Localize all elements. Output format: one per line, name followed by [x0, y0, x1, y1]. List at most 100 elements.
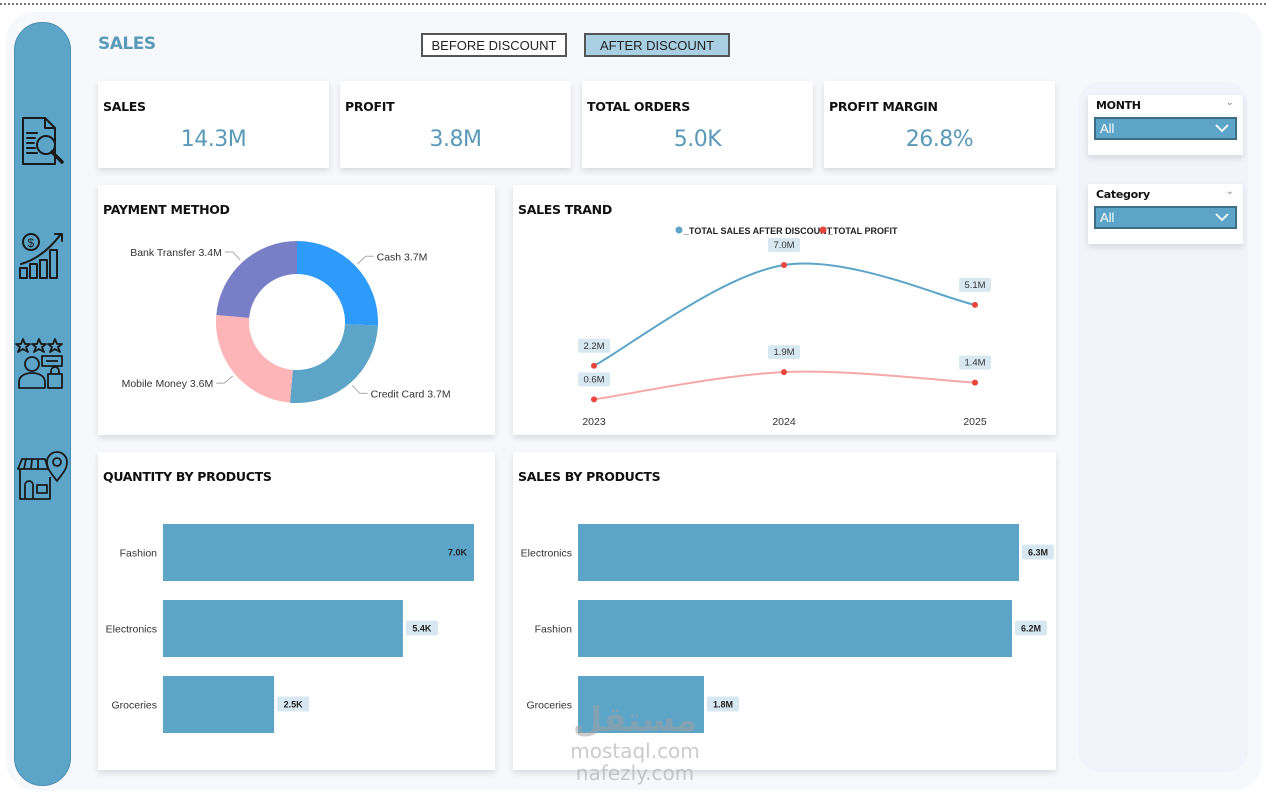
panel-title: PAYMENT METHOD	[103, 202, 230, 217]
data-label-bg	[707, 696, 739, 712]
data-point[interactable]	[781, 262, 787, 268]
chart-legend: _TOTAL SALES AFTER DISCOUNT_TOTAL PROFIT	[675, 226, 898, 236]
profit-series-line	[593, 370, 976, 401]
kpi-card-profit-margin: PROFIT MARGIN 26.8%	[824, 81, 1055, 168]
data-label: 6.2M	[1021, 624, 1041, 634]
category-label: Fashion	[120, 548, 158, 560]
payment-method-panel: PAYMENT METHOD Cash 3.7M Credit Card 3.7M…	[98, 185, 495, 435]
data-label-bg	[578, 372, 610, 387]
category-label: Groceries	[111, 700, 157, 712]
data-label: 0.6M	[583, 374, 604, 385]
legend-label-sales: _TOTAL SALES AFTER DISCOUNT	[683, 226, 833, 236]
sales-by-products-panel: SALES BY PRODUCTS Electronics 6.3M Fashion…	[513, 452, 1056, 770]
month-dropdown-value: All	[1100, 121, 1115, 136]
sidebar-item-sales[interactable]: $	[14, 224, 70, 284]
category-slicer: Category ⌄ All	[1088, 184, 1243, 244]
kpi-value: 26.8%	[905, 127, 974, 152]
top-border	[0, 3, 1266, 5]
panel-title: QUANTITY BY PRODUCTS	[103, 469, 272, 484]
data-label-bg	[768, 345, 800, 360]
data-label: 7.0K	[448, 548, 468, 558]
category-label: Groceries	[526, 700, 572, 712]
month-dropdown[interactable]: All	[1094, 117, 1237, 140]
data-label: 2.5K	[284, 700, 304, 710]
sidebar-item-customers[interactable]	[14, 334, 70, 394]
data-label: 1.9M	[773, 347, 794, 358]
donut-label: Mobile Money 3.6M	[122, 378, 214, 390]
quantity-by-products-panel: QUANTITY BY PRODUCTS Fashion 7.0K Electron…	[98, 452, 495, 770]
x-tick-label: 2025	[963, 416, 987, 428]
category-label: Electronics	[106, 624, 157, 636]
kpi-value: 5.0K	[673, 127, 722, 152]
kpi-card-profit: PROFIT 3.8M	[340, 81, 571, 168]
data-point[interactable]	[591, 396, 597, 403]
panel-title: SALES TRAND	[518, 202, 612, 217]
data-label: 1.4M	[964, 358, 985, 369]
donut-label: Cash 3.7M	[377, 251, 428, 263]
data-label: 1.8M	[713, 700, 733, 710]
legend-dot-profit	[819, 226, 827, 234]
store-location-icon	[17, 451, 68, 500]
data-point[interactable]	[781, 369, 787, 376]
sidebar-item-report[interactable]	[14, 113, 70, 173]
data-label: 2.2M	[583, 341, 604, 352]
collapse-chevron-icon[interactable]: ⌄	[1225, 186, 1234, 197]
data-label-bg	[578, 338, 610, 353]
data-label-bg	[768, 238, 800, 252]
donut-slice-mobile-money[interactable]	[216, 314, 293, 403]
data-point[interactable]	[591, 362, 597, 369]
bar-groceries[interactable]	[578, 676, 704, 733]
category-label: Electronics	[521, 548, 572, 560]
bar-electronics[interactable]	[578, 524, 1019, 581]
legend-dot-sales	[675, 226, 683, 234]
category-dropdown-value: All	[1100, 210, 1115, 225]
quantity-bar-chart: Fashion 7.0K Electronics 5.4K Groceries 2.5K	[106, 524, 474, 733]
payment-method-donut-chart: Cash 3.7M Credit Card 3.7M Mobile Money 3.…	[122, 241, 451, 403]
category-dropdown[interactable]: All	[1094, 206, 1237, 229]
after-discount-button[interactable]: AFTER DISCOUNT	[584, 33, 730, 57]
data-label: 7.0M	[773, 240, 794, 251]
data-label-bg	[959, 277, 991, 292]
sales-trend-panel: SALES TRAND _TOTAL SALES AFTER DISCOUNT _…	[513, 185, 1056, 435]
kpi-title: PROFIT	[345, 99, 395, 114]
donut-slice-cash[interactable]	[297, 241, 379, 326]
sales-trend-line-chart: _TOTAL SALES AFTER DISCOUNT_TOTAL PROFIT…	[578, 226, 991, 428]
svg-text:$: $	[28, 236, 35, 250]
donut-label: Credit Card 3.7M	[371, 388, 451, 400]
kpi-value: 14.3M	[180, 127, 247, 152]
data-label: 5.4K	[412, 624, 432, 634]
leader-line	[357, 255, 374, 265]
data-label-bg	[959, 355, 991, 370]
month-slicer: MONTH ⌄ All	[1088, 95, 1243, 155]
legend-label-profit: _TOTAL PROFIT	[827, 226, 898, 236]
collapse-chevron-icon[interactable]: ⌄	[1225, 97, 1234, 108]
sidebar-item-stores[interactable]	[14, 445, 70, 505]
data-label: 5.1M	[964, 280, 985, 291]
leader-line	[224, 251, 241, 261]
data-label-bg	[1015, 620, 1047, 636]
data-point[interactable]	[972, 379, 978, 386]
leader-line	[216, 375, 233, 384]
chevron-down-icon	[1215, 213, 1229, 222]
data-label-bg	[405, 620, 438, 636]
data-label-bg	[1022, 544, 1054, 560]
x-tick-label: 2024	[772, 416, 796, 428]
kpi-title: PROFIT MARGIN	[829, 99, 938, 114]
category-label: Fashion	[535, 624, 573, 636]
bar-groceries[interactable]	[163, 676, 275, 733]
leader-line	[352, 384, 368, 394]
donut-slice-credit-card[interactable]	[289, 324, 378, 403]
kpi-card-sales: SALES 14.3M	[98, 81, 329, 168]
sales-bar-chart: Electronics 6.3M Fashion 6.2M Groceries 1.8M	[521, 524, 1054, 733]
before-discount-button[interactable]: BEFORE DISCOUNT	[421, 33, 567, 57]
donut-slice-bank-transfer[interactable]	[216, 241, 297, 318]
bar-fashion[interactable]	[578, 600, 1012, 657]
data-point[interactable]	[972, 301, 978, 308]
donut-label: Bank Transfer 3.4M	[130, 247, 222, 259]
month-slicer-label: MONTH	[1096, 99, 1141, 112]
kpi-title: SALES	[103, 99, 146, 114]
data-label: 6.3M	[1028, 548, 1048, 558]
bar-fashion[interactable]	[163, 524, 474, 581]
kpi-title: TOTAL ORDERS	[587, 99, 690, 114]
bar-electronics[interactable]	[163, 600, 403, 657]
